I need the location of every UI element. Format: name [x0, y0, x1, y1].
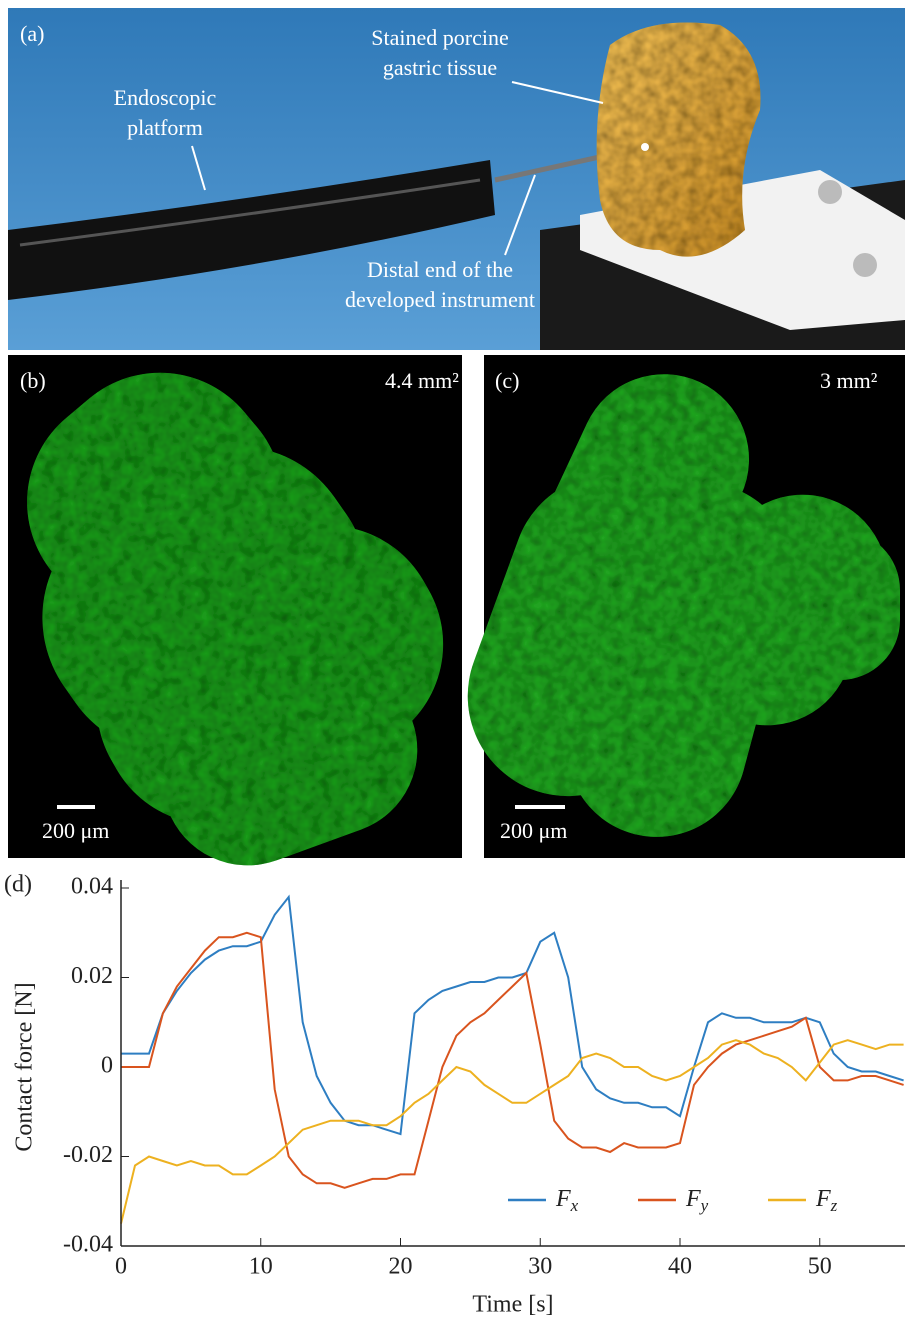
annotation: gastric tissue	[383, 55, 497, 80]
photo-b: (b) 4.4 mm² 200 μm	[0, 328, 483, 890]
annotation: Endoscopic	[114, 85, 217, 110]
scale-label: 200 μm	[500, 818, 567, 843]
panel-label: (d)	[4, 872, 32, 898]
figure: (a) Endoscopic platform Stained porcine …	[0, 0, 905, 1326]
legend-label: Fx	[555, 1186, 579, 1215]
annotation: developed instrument	[345, 287, 535, 312]
y-tick-label: -0.02	[63, 1142, 113, 1168]
x-tick-label: 10	[249, 1254, 273, 1280]
x-axis-title: Time [s]	[472, 1292, 553, 1318]
y-tick-label: 0.04	[71, 874, 113, 900]
y-tick-label: -0.04	[63, 1232, 113, 1258]
y-tick-label: 0	[101, 1053, 113, 1079]
x-tick-label: 20	[389, 1254, 413, 1280]
annotation: Distal end of the	[367, 257, 513, 282]
panel-label: (b)	[20, 368, 46, 393]
x-tick-label: 50	[808, 1254, 832, 1280]
series-line	[121, 897, 904, 1134]
photo-c: (c) 3 mm² 200 μm	[440, 346, 905, 858]
scale-label: 200 μm	[42, 818, 109, 843]
x-tick-label: 30	[528, 1254, 552, 1280]
x-tick-label: 0	[115, 1254, 127, 1280]
y-tick-label: 0.02	[71, 963, 113, 989]
panel-label: (c)	[495, 368, 519, 393]
photo-a: (a) Endoscopic platform Stained porcine …	[8, 8, 905, 350]
panel-label: (a)	[20, 21, 44, 46]
series-line	[121, 1040, 904, 1223]
area-label: 4.4 mm²	[385, 368, 459, 393]
area-label: 3 mm²	[820, 368, 878, 393]
y-axis-title: Contact force [N]	[12, 982, 38, 1151]
page: (a) Endoscopic platform Stained porcine …	[0, 0, 905, 1326]
annotation: Stained porcine	[371, 25, 508, 50]
annotation: platform	[127, 115, 203, 140]
x-tick-label: 40	[668, 1254, 692, 1280]
legend-label: Fy	[685, 1186, 709, 1215]
legend-label: Fz	[815, 1186, 838, 1215]
series-line	[121, 933, 904, 1188]
